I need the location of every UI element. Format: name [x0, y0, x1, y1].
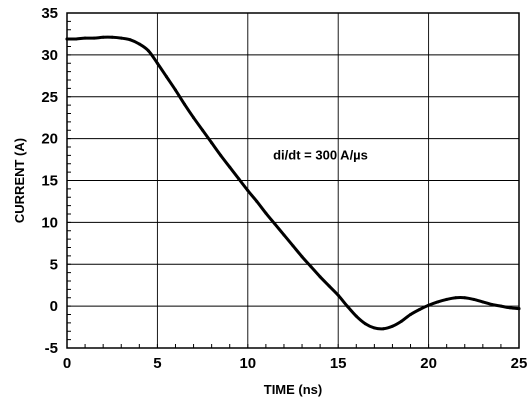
data-point	[327, 284, 331, 288]
data-point	[183, 102, 187, 106]
data-point	[192, 116, 196, 120]
x-tick-label: 5	[153, 355, 161, 372]
data-point	[472, 297, 476, 301]
data-point	[255, 199, 259, 203]
x-tick-label: 10	[239, 355, 256, 372]
data-point	[345, 304, 349, 308]
data-point	[164, 75, 168, 79]
data-point	[101, 35, 105, 39]
data-point	[418, 307, 422, 311]
data-point	[155, 61, 159, 65]
data-point	[336, 293, 340, 297]
data-point	[74, 37, 78, 41]
data-point	[499, 304, 503, 308]
x-axis-title: TIME (ns)	[264, 382, 323, 397]
y-tick-label: 5	[50, 256, 58, 273]
data-point	[92, 36, 96, 40]
data-point	[83, 36, 87, 40]
data-point	[173, 88, 177, 92]
data-point	[390, 324, 394, 328]
tick-marks	[66, 12, 520, 349]
current-series-line	[65, 35, 521, 331]
data-point	[363, 322, 367, 326]
data-point	[354, 314, 358, 318]
y-tick-label: 30	[41, 47, 58, 64]
y-axis-title: CURRENT (A)	[12, 138, 27, 223]
y-tick-label: 15	[41, 173, 58, 190]
data-point	[372, 326, 376, 330]
data-point	[282, 233, 286, 237]
data-point	[219, 153, 223, 157]
data-point	[137, 42, 141, 46]
data-point	[210, 141, 214, 145]
data-point	[201, 128, 205, 132]
y-tick-label: 25	[41, 89, 58, 106]
data-point	[490, 302, 494, 306]
data-point	[381, 327, 385, 331]
grid	[67, 13, 519, 348]
data-point	[409, 313, 413, 316]
x-tick-label: 15	[330, 355, 347, 372]
y-tick-label: 20	[41, 131, 58, 148]
data-point	[445, 297, 449, 301]
didt-annotation: di/dt = 300 A/µs	[273, 148, 368, 163]
data-point	[146, 49, 150, 53]
x-tick-label: 25	[511, 355, 528, 372]
x-tick-label: 0	[63, 355, 71, 372]
data-point	[228, 165, 232, 169]
data-point	[110, 35, 114, 39]
y-tick-label: 35	[41, 5, 58, 22]
data-point	[309, 265, 313, 269]
data-point	[291, 244, 295, 248]
data-point	[119, 36, 123, 40]
data-point	[300, 255, 304, 259]
data-point	[318, 275, 322, 279]
data-point	[273, 222, 277, 226]
data-point	[237, 177, 241, 181]
y-tick-label: 0	[50, 298, 58, 315]
y-tick-label: -5	[45, 340, 58, 357]
data-point	[454, 296, 458, 300]
data-point	[264, 211, 268, 215]
data-point	[508, 306, 512, 310]
data-point	[436, 300, 440, 304]
y-tick-label: 10	[41, 214, 58, 231]
data-point	[128, 38, 132, 42]
tick-labels: 0 5 10 15 20 25 -5 0 5 10 15 20 25 30 35	[41, 5, 527, 372]
series-layer	[65, 35, 521, 331]
data-point	[399, 319, 403, 323]
data-point	[463, 296, 467, 300]
data-point	[246, 189, 250, 193]
data-point	[427, 303, 431, 307]
x-tick-label: 20	[420, 355, 437, 372]
data-point	[481, 300, 485, 304]
